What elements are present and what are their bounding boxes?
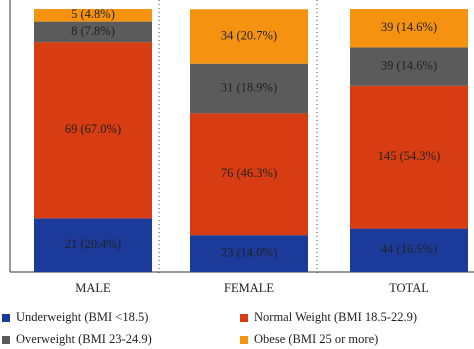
bar-segment [350,228,468,272]
legend-label: Overweight (BMI 23-24.9) [16,332,152,346]
value-label: 5 (4.8%) [71,7,115,21]
bar-segment [34,21,152,43]
value-label: 23 (14.0%) [221,245,277,259]
bar-segment [190,235,308,272]
legend-swatch [240,314,248,322]
x-tick-label: MALE [75,281,111,295]
value-label: 44 (16.5%) [381,242,437,256]
value-label: 39 (14.6%) [381,20,437,34]
x-tick-label: TOTAL [389,281,429,295]
legend-label: Obese (BMI 25 or more) [254,332,378,346]
bar-segment [350,47,468,86]
x-tick-label: FEMALE [224,281,274,295]
bar-segment [34,218,152,272]
value-label: 76 (46.3%) [221,166,277,180]
value-label: 39 (14.6%) [381,58,437,72]
value-label: 145 (54.3%) [378,149,441,163]
bar-segment [34,42,152,219]
value-label: 69 (67.0%) [65,122,121,136]
bar-segment [190,63,308,114]
bar-segment [350,9,468,48]
value-label: 34 (20.7%) [221,28,277,42]
legend-swatch [2,336,10,344]
legend-swatch [2,314,10,322]
legend-label: Normal Weight (BMI 18.5-22.9) [254,310,417,324]
legend-label: Underweight (BMI <18.5) [16,310,148,324]
bar-segment [190,9,308,64]
bar-segment [190,113,308,236]
value-label: 31 (18.9%) [221,80,277,94]
value-label: 21 (20.4%) [65,237,121,251]
bar-segment [350,85,468,229]
value-label: 8 (7.8%) [71,24,115,38]
bar-segment [34,9,152,22]
legend-swatch [240,336,248,344]
